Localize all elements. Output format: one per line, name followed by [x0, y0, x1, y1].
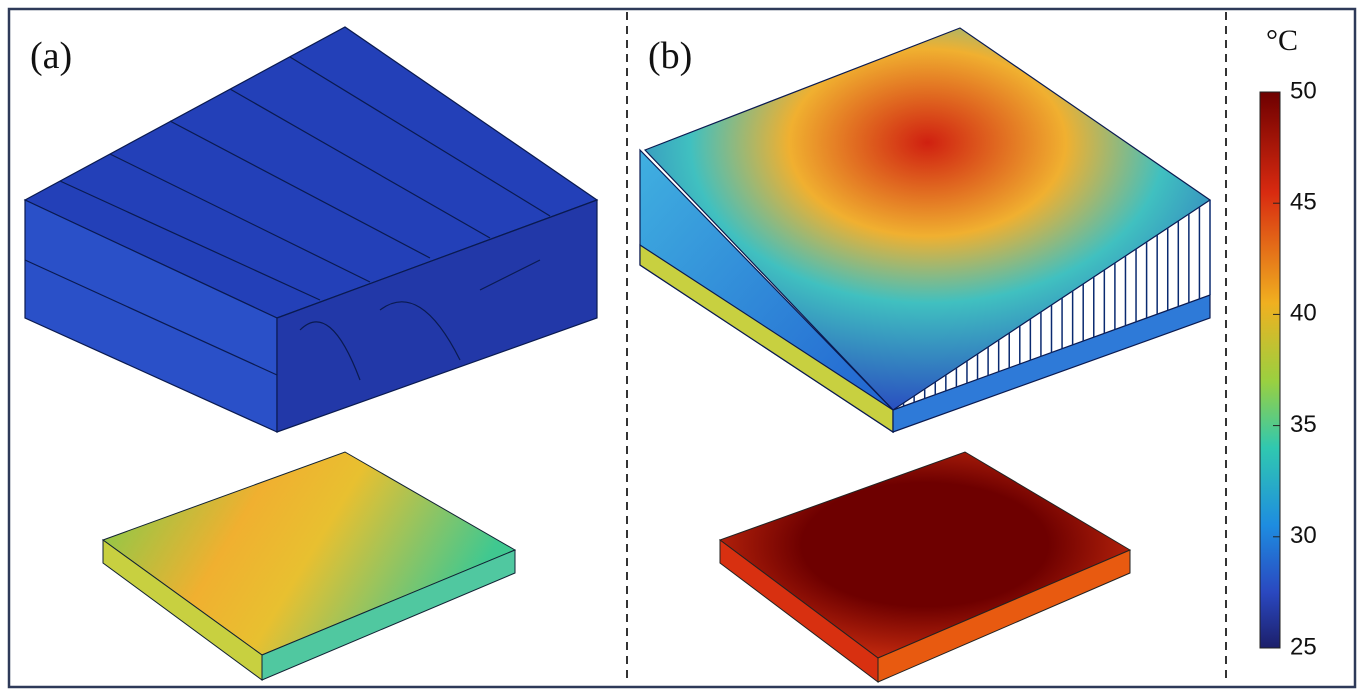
colorbar-tick-label: 50: [1290, 77, 1317, 104]
panel-label: (b): [648, 35, 692, 77]
colorbar-tick-label: 45: [1290, 189, 1317, 216]
panel-label: (a): [30, 35, 72, 77]
colorbar-tick-label: 30: [1290, 522, 1317, 549]
frame: [7, 7, 1357, 689]
chip-a: [101, 451, 517, 681]
chip-b: [718, 451, 1132, 684]
colorbar-tick-label: 35: [1290, 411, 1317, 438]
heat-sink-a: [23, 26, 599, 433]
heat-sink-b: [639, 27, 1212, 434]
colorbar-tick-label: 25: [1290, 633, 1317, 660]
colorbar-unit: °C: [1266, 24, 1298, 57]
colorbar-tick-label: 40: [1290, 300, 1317, 327]
colorbar: [1259, 91, 1281, 649]
